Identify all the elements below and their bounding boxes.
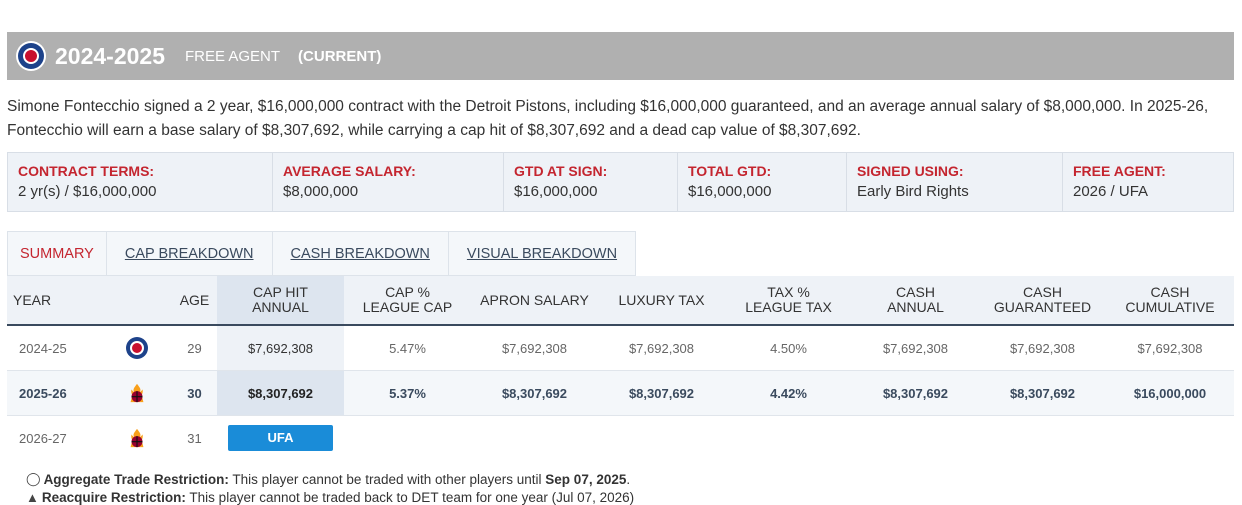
cell-cash-guaranteed: $8,307,692 <box>979 370 1106 416</box>
contract-summary: Simone Fontecchio signed a 2 year, $16,0… <box>7 98 1209 139</box>
restriction-text: This player cannot be traded back to DET… <box>185 490 635 505</box>
cell-age: 30 <box>172 370 217 416</box>
col-luxury-tax: LUXURY TAX <box>598 276 725 326</box>
col-team <box>102 276 172 326</box>
term-value: $16,000,000 <box>688 183 772 200</box>
cell-team <box>102 416 172 461</box>
cell-team <box>102 325 172 371</box>
term-gtd-at-sign: GTD AT SIGN: $16,000,000 <box>504 153 678 211</box>
cell-apron: $8,307,692 <box>471 370 598 416</box>
cell-cap-hit: $7,692,308 <box>217 325 344 371</box>
table-row: 2024-25 29 $7,692,308 5.47% $7,692,308 $… <box>7 325 1234 371</box>
cell-apron: $7,692,308 <box>471 325 598 371</box>
table-row: 2025-26 30 $8,307,692 5.37% $8,307,692 $… <box>7 370 1234 416</box>
cell-cash-guaranteed: $7,692,308 <box>979 325 1106 371</box>
restriction-text: This player cannot be traded with other … <box>228 471 546 487</box>
term-value: 2026 / UFA <box>1073 183 1149 200</box>
col-apron-salary: APRON SALARY <box>471 276 598 326</box>
col-age: AGE <box>172 276 217 326</box>
cell-status: UFA <box>217 416 344 461</box>
term-label: GTD AT SIGN: <box>514 163 608 179</box>
restriction-icon: ◯ <box>26 471 41 486</box>
term-value: Early Bird Rights <box>857 183 969 200</box>
season-title: 2024-2025 <box>55 42 165 69</box>
cell-luxury-tax: $7,692,308 <box>598 325 725 371</box>
cell-age: 29 <box>172 325 217 371</box>
term-label: AVERAGE SALARY: <box>283 163 416 179</box>
cell-cash-cumulative: $7,692,308 <box>1106 325 1234 371</box>
cell-luxury-tax: $8,307,692 <box>598 370 725 416</box>
term-value: $16,000,000 <box>514 183 598 200</box>
term-average-salary: AVERAGE SALARY: $8,000,000 <box>273 153 504 211</box>
cell-cap-pct: 5.47% <box>344 325 471 371</box>
term-label: CONTRACT TERMS: <box>18 163 155 179</box>
pistons-logo-icon <box>18 43 44 69</box>
status-label: FREE AGENT <box>185 47 281 65</box>
ufa-badge: UFA <box>228 425 333 451</box>
breakdown-tabs: SUMMARY CAP BREAKDOWN CASH BREAKDOWN VIS… <box>7 231 637 276</box>
term-value: $8,000,000 <box>283 183 359 200</box>
current-label: (CURRENT) <box>298 47 382 65</box>
term-free-agent: FREE AGENT: 2026 / UFA <box>1063 153 1233 211</box>
tab-summary[interactable]: SUMMARY <box>8 232 107 275</box>
reacquire-restriction: ▲ Reacquire Restriction: This player can… <box>26 490 634 505</box>
aggregate-trade-restriction: ◯ Aggregate Trade Restriction: This play… <box>26 471 631 487</box>
term-value: 2 yr(s) / $16,000,000 <box>18 183 157 200</box>
term-total-gtd: TOTAL GTD: $16,000,000 <box>678 153 847 211</box>
cell-year: 2026-27 <box>19 430 67 446</box>
col-tax-pct: TAX % LEAGUE TAX <box>725 276 852 326</box>
pistons-logo-icon <box>126 337 148 359</box>
heat-logo-icon <box>130 383 144 403</box>
tab-cash-breakdown[interactable]: CASH BREAKDOWN <box>273 232 449 275</box>
cell-age: 31 <box>187 430 202 446</box>
cell-cash-annual: $7,692,308 <box>852 325 979 371</box>
lock-icon: ▲ <box>26 490 39 505</box>
cell-tax-pct: 4.42% <box>725 370 852 416</box>
tab-cap-breakdown[interactable]: CAP BREAKDOWN <box>107 232 273 275</box>
contract-table: YEAR AGE CAP HIT ANNUAL CAP % LEAGUE CAP A… <box>7 276 1234 460</box>
term-label: FREE AGENT: <box>1073 163 1166 179</box>
season-header: 2024-2025 FREE AGENT (CURRENT) <box>7 32 1234 80</box>
col-year: YEAR <box>7 276 102 326</box>
col-cash-cumulative: CASH CUMULATIVE <box>1106 276 1234 326</box>
col-cash-guaranteed: CASH GUARANTEED <box>979 276 1106 326</box>
cell-team <box>102 370 172 416</box>
heat-logo-icon <box>130 428 144 448</box>
term-signed-using: SIGNED USING: Early Bird Rights <box>847 153 1063 211</box>
cell-cash-annual: $8,307,692 <box>852 370 979 416</box>
col-cap-pct: CAP % LEAGUE CAP <box>344 276 471 326</box>
cell-cap-pct: 5.37% <box>344 370 471 416</box>
tab-visual-breakdown[interactable]: VISUAL BREAKDOWN <box>466 245 618 262</box>
col-cap-hit: CAP HIT ANNUAL <box>217 276 344 326</box>
term-contract: CONTRACT TERMS: 2 yr(s) / $16,000,000 <box>8 153 273 211</box>
cell-cash-cumulative: $16,000,000 <box>1106 370 1234 416</box>
restriction-date: Sep 07, 2025 <box>545 471 627 487</box>
table-header-row: YEAR AGE CAP HIT ANNUAL CAP % LEAGUE CAP A… <box>7 276 1234 326</box>
cell-tax-pct: 4.50% <box>725 325 852 371</box>
cell-year: 2024-25 <box>7 325 102 371</box>
term-label: SIGNED USING: <box>857 163 964 179</box>
restriction-title: Aggregate Trade Restriction: <box>43 471 229 487</box>
contract-terms-panel: CONTRACT TERMS: 2 yr(s) / $16,000,000 AV… <box>7 152 1234 212</box>
col-cash-annual: CASH ANNUAL <box>852 276 979 326</box>
cell-year: 2025-26 <box>7 370 102 416</box>
restriction-title: Reacquire Restriction: <box>41 490 186 505</box>
cell-cap-hit: $8,307,692 <box>217 370 344 416</box>
table-row: 2026-27 31 UFA <box>7 416 1234 461</box>
term-label: TOTAL GTD: <box>688 163 772 179</box>
